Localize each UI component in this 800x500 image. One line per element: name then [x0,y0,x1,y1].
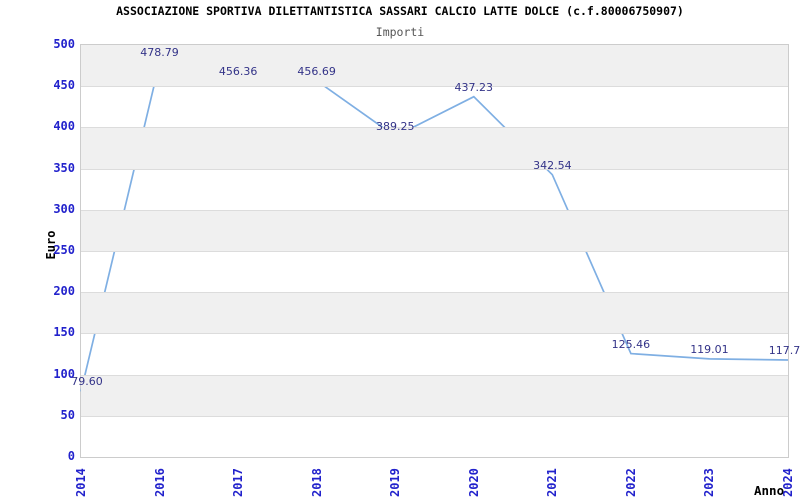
x-tick-label: 2018 [309,468,324,497]
chart-title: ASSOCIAZIONE SPORTIVA DILETTANTISTICA SA… [116,4,684,18]
gridline [81,210,788,211]
grid-band [81,127,788,169]
x-axis-title: Anno [754,483,785,498]
data-point-label: 117.76 [768,343,800,357]
x-tick-label: 2014 [74,468,88,497]
data-point-label: 478.79 [140,46,179,60]
data-point-label: 437.23 [454,80,494,94]
gridline [81,416,788,417]
y-tick-label: 350 [53,160,75,175]
data-point-label: 342.54 [533,158,572,172]
data-point-label: 456.36 [218,64,258,78]
gridline [81,127,788,128]
x-tick-label: 2019 [388,468,403,497]
data-point-label: 389.25 [375,120,415,134]
data-point-label: 79.60 [71,375,103,389]
y-tick-label: 500 [53,37,75,51]
data-point-label: 125.46 [611,337,651,351]
y-tick-label: 250 [53,243,75,257]
y-tick-label: 450 [53,78,75,93]
gridline [81,251,788,252]
y-tick-label: 0 [67,449,75,463]
y-tick-label: 200 [53,284,75,299]
gridline [81,292,788,293]
x-tick-label: 2016 [152,468,167,497]
gridline [81,86,788,87]
y-tick-label: 400 [53,119,75,134]
data-point-label: 119.01 [690,342,729,356]
grid-band [81,374,788,416]
grid-band [81,209,788,251]
data-point-label: 456.69 [297,64,336,78]
x-tick-label: 2017 [231,468,246,497]
gridline [81,333,788,334]
x-tick-label: 2022 [623,468,638,497]
grid-band [81,45,788,87]
y-tick-label: 50 [60,407,75,422]
gridline [81,169,788,170]
x-tick-label: 2020 [466,468,481,497]
y-tick-label: 100 [53,366,75,381]
chart-subtitle: Importi [375,25,425,39]
x-tick-label: 2024 [781,468,795,497]
y-tick-label: 150 [53,325,75,340]
x-tick-label: 2023 [702,468,717,497]
x-tick-label: 2021 [545,468,560,497]
plot-area [80,44,789,458]
y-tick-label: 300 [53,201,75,216]
gridline [81,375,788,376]
grid-band [81,292,788,334]
